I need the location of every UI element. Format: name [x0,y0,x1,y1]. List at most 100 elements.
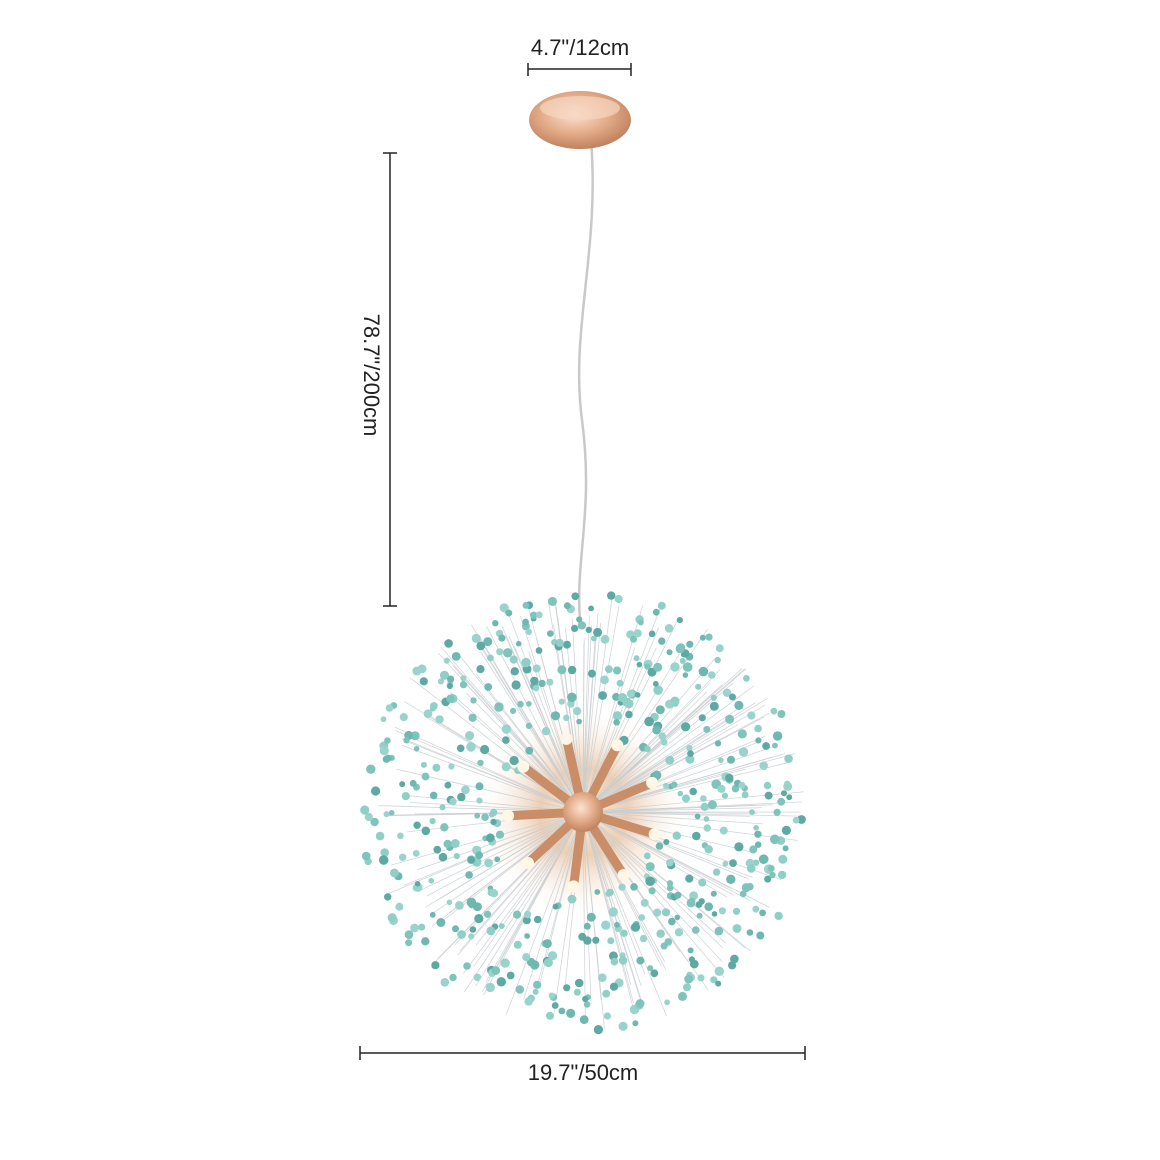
bead [571,592,580,601]
bead [413,821,421,829]
bead [446,899,453,906]
bead [517,700,524,708]
bead [652,725,661,735]
bead [626,689,635,698]
bead [715,980,722,987]
bead [443,657,450,664]
bead [525,722,533,730]
bead [636,956,645,965]
bead [438,852,448,862]
bead [421,772,430,781]
spoke [402,738,584,813]
bead [668,917,676,926]
bead [522,953,531,962]
bulb [522,857,534,869]
bead [644,716,654,727]
dimension-label: 78.7"/200cm [359,314,384,437]
bead [444,781,452,789]
bead [465,871,473,879]
bead [460,675,467,682]
spoke [582,691,708,813]
bead [440,978,450,987]
spoke [582,811,642,987]
bead [583,922,591,930]
fixture-dimension: 19.7"/50cm [359,1046,806,1085]
bead [461,785,470,795]
spoke [582,811,667,1016]
bead [703,824,711,832]
bead [687,947,694,954]
bead [645,876,655,886]
bead [533,915,542,924]
bead [721,792,729,799]
bead [700,802,709,812]
bead [429,791,438,800]
bead [449,797,457,806]
bead [782,845,789,852]
bead [513,910,522,919]
bead [714,966,724,976]
bead [640,898,649,907]
bead [666,859,674,867]
bead [699,634,706,641]
bead [450,839,460,848]
bead [503,648,513,658]
bead [399,781,406,788]
bead [703,725,711,733]
bead [600,675,609,685]
bead [618,956,628,965]
bead [433,845,442,854]
bead [704,845,713,854]
bead [473,973,482,982]
bead [741,883,751,893]
bead [602,989,611,998]
bead [487,654,494,662]
bead [474,914,484,924]
bead [674,928,684,937]
bead [498,923,505,929]
bead [412,850,420,857]
bead [598,973,607,982]
bead [555,638,564,647]
bead [658,732,667,740]
bead [481,813,489,821]
bead [563,984,571,992]
bead [759,761,768,770]
bead [375,831,385,841]
bead [577,621,587,630]
bead [756,931,765,940]
bead [366,764,376,774]
bead [380,848,390,857]
bead [618,1021,628,1031]
bead [675,644,685,654]
bead [465,731,475,741]
bead [535,611,543,619]
bead [413,746,420,752]
spoke [426,811,584,897]
bead [535,647,543,654]
bead [703,816,710,822]
bead [728,961,737,970]
bead [397,832,404,840]
bead [432,763,441,772]
bead [492,620,499,627]
bead [682,662,693,672]
bead [485,982,495,993]
bead [648,630,656,638]
bead [399,853,407,861]
bead [643,852,651,860]
spoke [473,811,584,967]
bead [625,710,633,719]
bead [491,966,501,975]
spoke [505,811,584,1016]
bead [618,693,627,702]
bead [607,591,616,600]
bead [513,940,522,949]
bead [607,937,615,945]
bead [657,601,666,610]
bead [746,929,754,936]
bead [752,859,760,866]
bead [510,667,519,676]
bead [747,711,756,720]
bead [483,637,493,647]
